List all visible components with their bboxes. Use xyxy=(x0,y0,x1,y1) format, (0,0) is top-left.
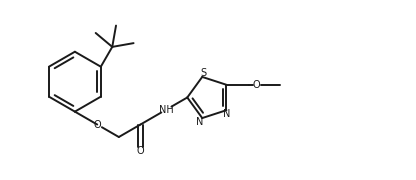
Text: NH: NH xyxy=(159,105,174,114)
Text: S: S xyxy=(201,68,206,78)
Text: O: O xyxy=(136,146,144,156)
Text: O: O xyxy=(253,80,260,90)
Text: O: O xyxy=(94,120,101,130)
Text: N: N xyxy=(196,117,204,127)
Text: N: N xyxy=(223,109,230,119)
